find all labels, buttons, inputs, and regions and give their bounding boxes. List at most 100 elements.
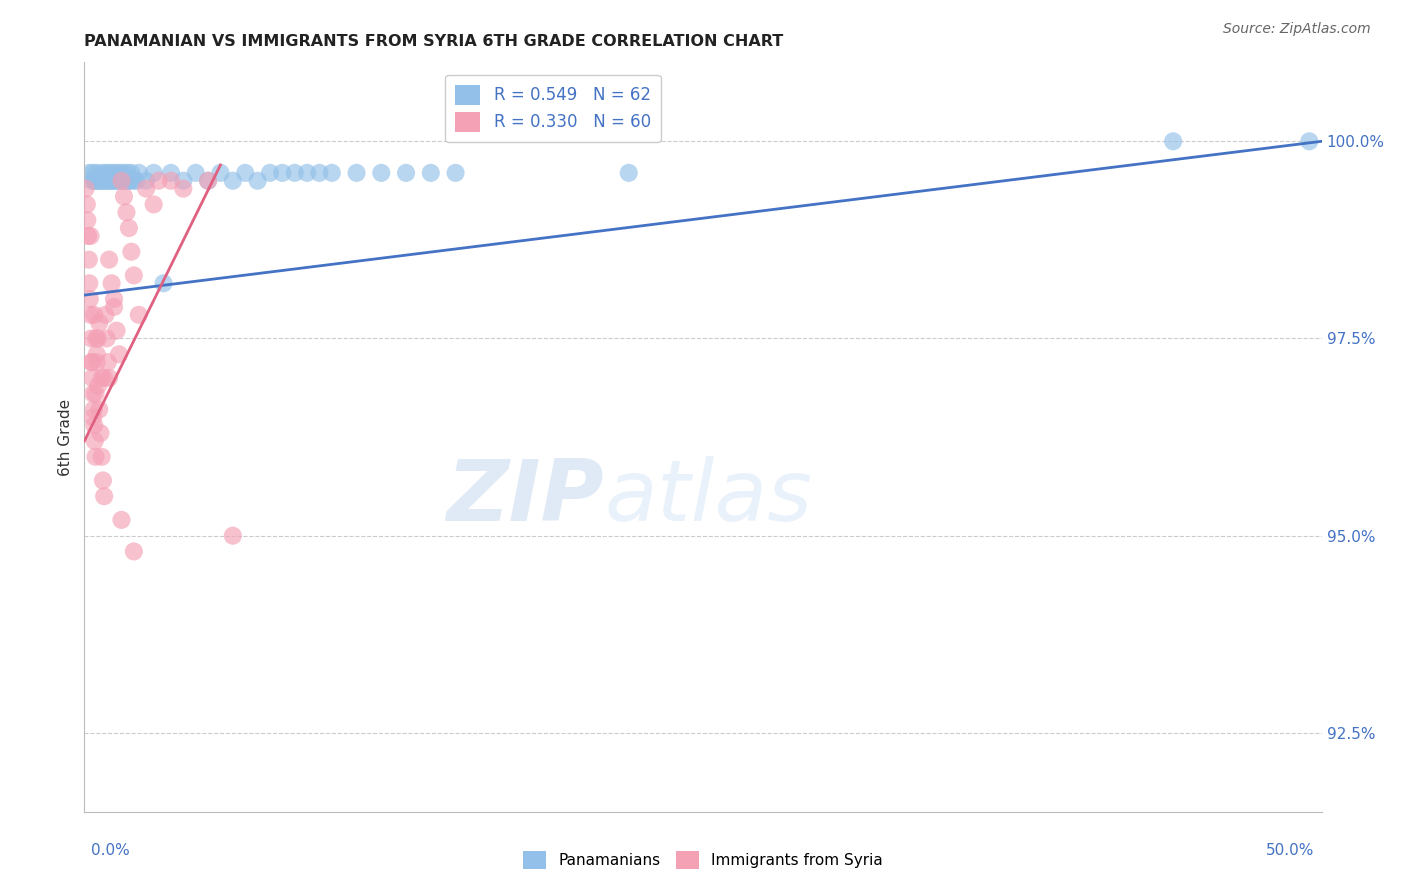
Point bbox=[101, 166, 124, 180]
Point bbox=[1298, 134, 1320, 148]
Point bbox=[86, 347, 108, 361]
Point bbox=[160, 166, 183, 180]
Point bbox=[80, 331, 103, 345]
Point bbox=[135, 181, 157, 195]
Point bbox=[122, 544, 145, 558]
Point bbox=[89, 174, 111, 188]
Point bbox=[94, 166, 117, 180]
Point bbox=[89, 316, 111, 330]
Point bbox=[1161, 134, 1184, 148]
Point bbox=[114, 174, 136, 188]
Point bbox=[97, 355, 120, 369]
Point bbox=[76, 197, 98, 211]
Point bbox=[84, 386, 107, 401]
Point bbox=[82, 410, 104, 425]
Point bbox=[97, 174, 120, 188]
Point bbox=[80, 355, 103, 369]
Point bbox=[172, 174, 194, 188]
Text: ZIP: ZIP bbox=[446, 456, 605, 539]
Point bbox=[80, 174, 103, 188]
Point bbox=[110, 166, 132, 180]
Point bbox=[89, 426, 111, 441]
Point bbox=[87, 379, 110, 393]
Point bbox=[84, 450, 107, 464]
Point bbox=[98, 252, 121, 267]
Legend: Panamanians, Immigrants from Syria: Panamanians, Immigrants from Syria bbox=[517, 845, 889, 875]
Point bbox=[120, 174, 142, 188]
Point bbox=[90, 450, 112, 464]
Point bbox=[82, 371, 104, 385]
Point bbox=[110, 513, 132, 527]
Point bbox=[128, 166, 150, 180]
Point bbox=[100, 277, 122, 291]
Point bbox=[96, 331, 118, 345]
Text: 0.0%: 0.0% bbox=[91, 843, 131, 858]
Point bbox=[90, 371, 112, 385]
Point bbox=[93, 174, 115, 188]
Point bbox=[83, 434, 105, 448]
Point bbox=[148, 174, 170, 188]
Text: 50.0%: 50.0% bbox=[1267, 843, 1315, 858]
Point bbox=[93, 371, 115, 385]
Text: Source: ZipAtlas.com: Source: ZipAtlas.com bbox=[1223, 22, 1371, 37]
Point bbox=[122, 174, 145, 188]
Point bbox=[172, 181, 194, 195]
Point bbox=[91, 174, 114, 188]
Point bbox=[82, 166, 104, 180]
Point bbox=[142, 197, 165, 211]
Point bbox=[115, 205, 138, 219]
Point bbox=[110, 174, 132, 188]
Point bbox=[246, 174, 269, 188]
Point bbox=[84, 331, 107, 345]
Point bbox=[295, 166, 318, 180]
Point bbox=[91, 474, 114, 488]
Point bbox=[259, 166, 281, 180]
Point bbox=[112, 166, 135, 180]
Point bbox=[79, 308, 101, 322]
Point bbox=[118, 174, 141, 188]
Point bbox=[110, 174, 132, 188]
Point bbox=[104, 174, 127, 188]
Y-axis label: 6th Grade: 6th Grade bbox=[58, 399, 73, 475]
Point bbox=[125, 174, 148, 188]
Point bbox=[197, 174, 219, 188]
Point bbox=[83, 308, 105, 322]
Point bbox=[76, 213, 98, 227]
Point bbox=[90, 166, 112, 180]
Point bbox=[321, 166, 343, 180]
Point bbox=[444, 166, 467, 180]
Point bbox=[117, 166, 139, 180]
Point bbox=[75, 181, 97, 195]
Point bbox=[89, 402, 111, 417]
Point bbox=[103, 300, 125, 314]
Point bbox=[419, 166, 441, 180]
Point bbox=[135, 174, 157, 188]
Point bbox=[160, 174, 183, 188]
Point bbox=[209, 166, 232, 180]
Point bbox=[94, 308, 117, 322]
Point bbox=[222, 174, 245, 188]
Point bbox=[98, 174, 121, 188]
Point bbox=[103, 292, 125, 306]
Point bbox=[128, 308, 150, 322]
Point bbox=[83, 418, 105, 433]
Point bbox=[93, 489, 115, 503]
Point bbox=[122, 268, 145, 283]
Point bbox=[87, 174, 110, 188]
Point bbox=[98, 371, 121, 385]
Point bbox=[107, 174, 129, 188]
Point bbox=[370, 166, 392, 180]
Point bbox=[77, 229, 100, 244]
Point bbox=[142, 166, 165, 180]
Point bbox=[120, 166, 142, 180]
Point bbox=[617, 166, 640, 180]
Point bbox=[79, 292, 101, 306]
Point bbox=[346, 166, 368, 180]
Point bbox=[111, 174, 134, 188]
Point bbox=[100, 174, 122, 188]
Point bbox=[79, 229, 101, 244]
Point bbox=[108, 174, 131, 188]
Text: PANAMANIAN VS IMMIGRANTS FROM SYRIA 6TH GRADE CORRELATION CHART: PANAMANIAN VS IMMIGRANTS FROM SYRIA 6TH … bbox=[84, 34, 783, 49]
Point bbox=[96, 174, 118, 188]
Point bbox=[284, 166, 307, 180]
